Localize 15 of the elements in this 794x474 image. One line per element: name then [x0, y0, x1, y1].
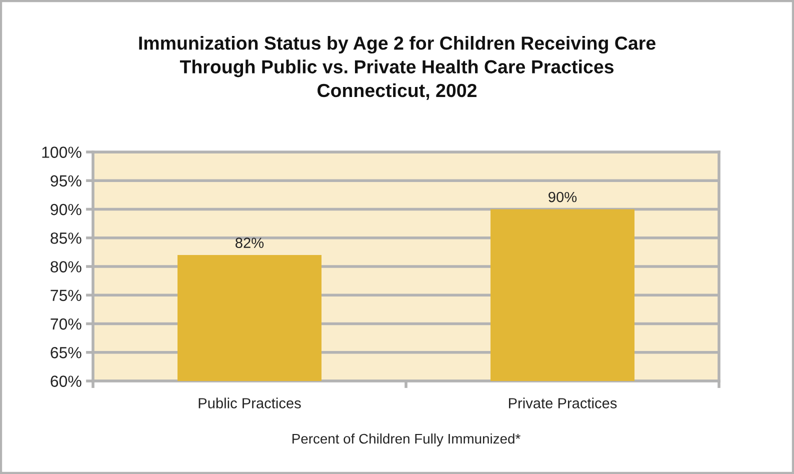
chart-title: Immunization Status by Age 2 for Children Receiving Care Through Public vs. Private Health Care Practices Connecticut, 2002	[139, 36, 656, 100]
y-tick-label: 70%	[50, 318, 82, 330]
y-tick-label: 60%	[50, 376, 82, 387]
data-label: 90%	[548, 192, 577, 202]
y-tick-label: 100%	[42, 146, 82, 158]
y-tick-label: 65%	[50, 347, 82, 358]
y-tick-label: 75%	[50, 290, 82, 302]
x-axis-title: Percent of Children Fully Immunized*	[292, 433, 520, 446]
y-tick-label: 95%	[50, 175, 82, 187]
y-tick-label: 85%	[50, 232, 82, 244]
x-tick-label: Public Practices	[198, 398, 301, 408]
x-tick-label: Private Practices	[508, 398, 617, 408]
y-tick-label: 90%	[50, 204, 82, 216]
y-tick-label: 80%	[50, 261, 82, 272]
data-label: 82%	[236, 238, 264, 248]
